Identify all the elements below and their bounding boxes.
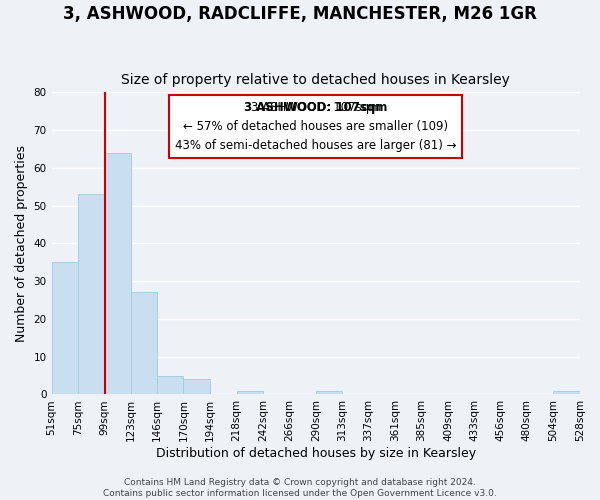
Bar	[157, 376, 184, 394]
Bar	[316, 390, 342, 394]
X-axis label: Distribution of detached houses by size in Kearsley: Distribution of detached houses by size …	[156, 447, 476, 460]
Y-axis label: Number of detached properties: Number of detached properties	[15, 145, 28, 342]
Bar	[78, 194, 105, 394]
Title: Size of property relative to detached houses in Kearsley: Size of property relative to detached ho…	[121, 73, 510, 87]
Bar	[52, 262, 78, 394]
Bar	[105, 153, 131, 394]
Bar	[131, 292, 157, 394]
Text: 3, ASHWOOD, RADCLIFFE, MANCHESTER, M26 1GR: 3, ASHWOOD, RADCLIFFE, MANCHESTER, M26 1…	[63, 5, 537, 23]
Bar	[184, 380, 210, 394]
Bar	[553, 390, 580, 394]
Text: 3 ASHWOOD: 107sqm: 3 ASHWOOD: 107sqm	[244, 102, 388, 114]
Text: 3 ASHWOOD: 107sqm
← 57% of detached houses are smaller (109)
43% of semi-detache: 3 ASHWOOD: 107sqm ← 57% of detached hous…	[175, 102, 457, 152]
Text: Contains HM Land Registry data © Crown copyright and database right 2024.
Contai: Contains HM Land Registry data © Crown c…	[103, 478, 497, 498]
Bar	[236, 390, 263, 394]
